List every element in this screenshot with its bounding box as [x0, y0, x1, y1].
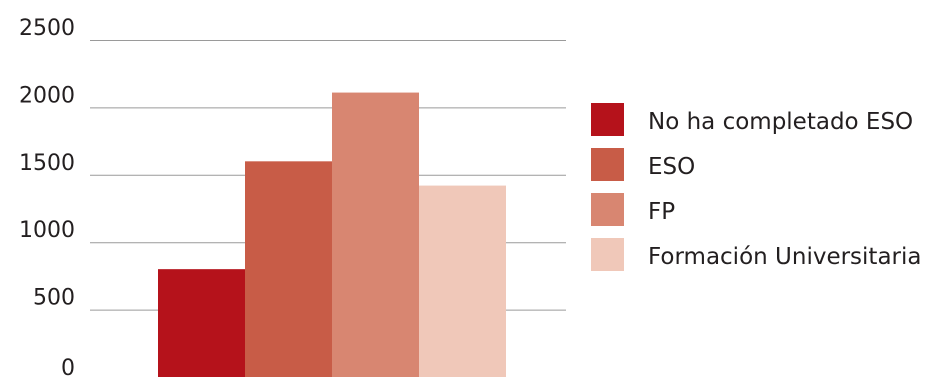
- y-tick-label-0: 0: [61, 356, 75, 377]
- legend-label-1: No ha completado ESO: [648, 109, 913, 135]
- y-tick-label-2000: 2000: [19, 83, 75, 108]
- y-tick-label-1000: 1000: [19, 218, 75, 243]
- bar-1: [158, 269, 245, 377]
- y-tick-label-500: 500: [33, 286, 75, 311]
- legend-label-3: FP: [648, 199, 675, 225]
- legend: No ha completado ESO ESO FP Formación Unive…: [591, 103, 921, 271]
- y-tick-label-2500: 2500: [19, 16, 75, 41]
- legend-swatch-4: [591, 238, 624, 271]
- y-axis-tick-labels: 0 500 1000 1500 2000 2500: [19, 16, 75, 377]
- legend-swatch-3: [591, 193, 624, 226]
- bar-4: [419, 185, 506, 377]
- legend-swatch-2: [591, 148, 624, 181]
- y-tick-label-1500: 1500: [19, 151, 75, 176]
- legend-label-4: Formación Universitaria: [648, 244, 921, 270]
- bars: [158, 92, 506, 377]
- bar-2: [245, 161, 332, 377]
- bar-3: [332, 92, 419, 377]
- legend-swatch-1: [591, 103, 624, 136]
- legend-label-2: ESO: [648, 154, 695, 180]
